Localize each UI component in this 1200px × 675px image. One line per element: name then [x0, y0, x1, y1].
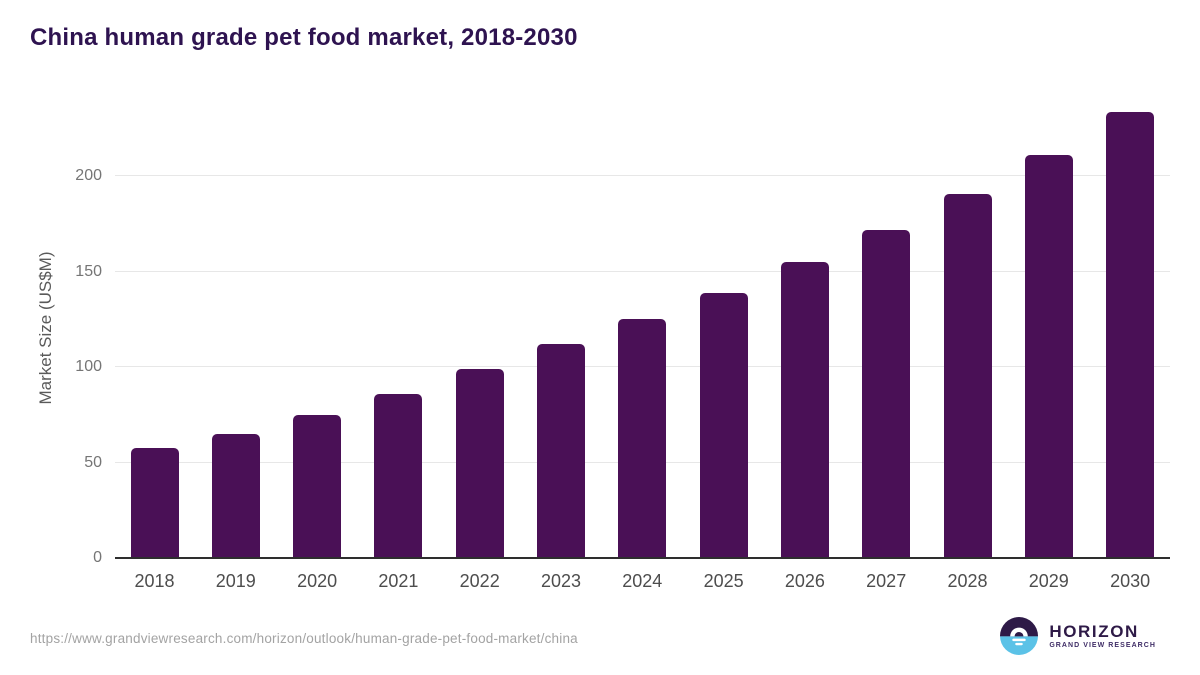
bar-2019	[211, 433, 260, 558]
gridline	[115, 270, 1170, 272]
horizon-logo-text: HORIZON GRAND VIEW RESEARCH	[1049, 622, 1156, 650]
x-tick-label: 2019	[215, 571, 256, 591]
x-tick-label: 2026	[784, 571, 825, 591]
bar-2030	[1106, 112, 1155, 558]
bar-2029	[1024, 155, 1073, 558]
horizon-logo-subtitle: GRAND VIEW RESEARCH	[1049, 642, 1156, 649]
bar-2028	[943, 194, 992, 558]
x-tick-label: 2022	[459, 571, 500, 591]
x-tick-label: 2030	[1110, 571, 1151, 591]
x-tick-label: 2025	[703, 571, 744, 591]
bar-2024	[618, 319, 667, 558]
horizon-logo-name: HORIZON	[1049, 622, 1139, 641]
source-url: https://www.grandviewresearch.com/horizo…	[30, 631, 578, 646]
y-tick-label: 0	[93, 549, 102, 566]
y-tick-label: 200	[75, 167, 102, 185]
plot-area: 0 50 100 150 200 2018 2019 2020 2021 2022 2023 2024…	[75, 100, 1170, 591]
gridline	[115, 175, 1170, 177]
bar-2022	[455, 369, 504, 558]
x-tick-label: 2029	[1028, 571, 1069, 591]
bar-2020	[293, 414, 342, 558]
bar-2023	[537, 344, 585, 558]
bar-2026	[780, 262, 829, 558]
horizon-logo: HORIZON GRAND VIEW RESEARCH	[1000, 617, 1156, 655]
x-tick-label: 2024	[622, 571, 663, 591]
y-tick-label: 50	[84, 453, 102, 471]
bar-2018	[130, 448, 179, 558]
bar-2025	[699, 292, 748, 558]
y-tick-label: 150	[75, 262, 102, 280]
horizon-logo-icon	[1000, 617, 1039, 655]
y-axis-title: Market Size (US$M)	[36, 251, 55, 405]
x-tick-label: 2021	[378, 571, 419, 591]
y-tick-label: 100	[75, 358, 102, 376]
x-tick-label: 2018	[134, 571, 175, 591]
x-tick-label: 2020	[297, 571, 338, 591]
x-axis-line	[115, 557, 1170, 559]
chart-title: China human grade pet food market, 2018-…	[30, 24, 578, 51]
bar-2021	[374, 393, 423, 558]
bar-2027	[862, 229, 911, 558]
x-tick-label: 2023	[540, 571, 582, 591]
x-tick-label: 2027	[866, 571, 907, 591]
x-tick-label: 2028	[947, 571, 988, 591]
